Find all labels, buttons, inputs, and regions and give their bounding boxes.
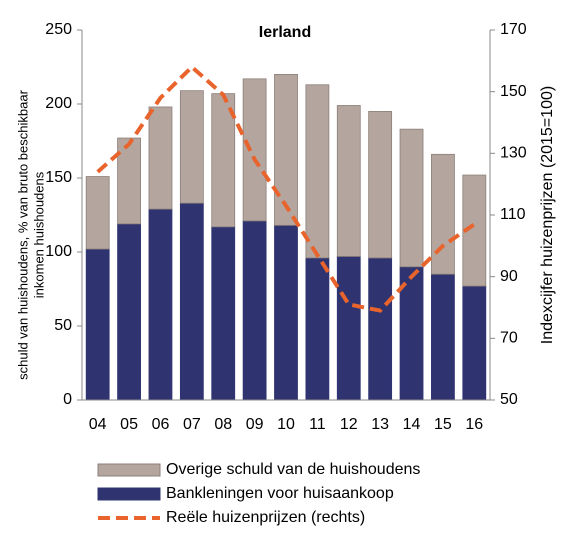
chart-title: Ierland <box>259 24 311 41</box>
bar <box>305 84 330 259</box>
bar <box>368 111 393 259</box>
bar <box>148 106 173 210</box>
bar <box>117 137 141 225</box>
y-tick-label: 250 <box>45 21 72 38</box>
y2-tick-label: 150 <box>500 83 527 100</box>
y2-axis-label: Indexcijfer huizenprijzen (2015=100) <box>539 86 556 344</box>
legend-swatch <box>97 487 161 501</box>
x-tick-label: 06 <box>152 416 170 433</box>
y2-tick-label: 110 <box>500 206 526 223</box>
bar <box>242 220 267 401</box>
y-axis-label: schuld van huishoudens, % van bruto besc… <box>15 89 30 379</box>
price-line <box>96 64 476 313</box>
y-tick-label: 100 <box>45 243 72 260</box>
bar <box>211 226 236 401</box>
x-tick-label: 12 <box>340 416 358 433</box>
bar <box>462 174 487 287</box>
y-tick-label: 0 <box>63 391 72 408</box>
bar <box>399 128 424 268</box>
bar <box>148 208 173 401</box>
y-tick-label: 200 <box>45 95 72 112</box>
bar <box>274 74 298 226</box>
y2-tick-label: 90 <box>500 268 518 285</box>
x-tick-label: 08 <box>214 416 232 433</box>
bar <box>336 256 361 401</box>
bar <box>274 224 298 401</box>
bar <box>85 176 110 250</box>
y2-tick-label: 130 <box>500 145 527 162</box>
x-tick-label: 15 <box>434 416 452 433</box>
y-tick-label: 50 <box>54 317 72 334</box>
bar <box>305 257 330 401</box>
x-tick-label: 11 <box>309 416 326 433</box>
bar <box>85 248 110 401</box>
bar <box>431 153 455 275</box>
x-tick-label: 13 <box>371 416 389 433</box>
x-tick-label: 05 <box>120 416 138 433</box>
x-tick-label: 10 <box>277 416 295 433</box>
x-tick-label: 09 <box>246 416 264 433</box>
bar <box>368 257 393 401</box>
x-tick-label: 07 <box>183 416 201 433</box>
bar <box>117 223 141 401</box>
legend-label: Overige schuld van de huishoudens <box>166 461 420 478</box>
bar <box>179 202 204 401</box>
x-tick-label: 16 <box>465 416 483 433</box>
bar <box>179 90 204 204</box>
bar <box>336 105 361 257</box>
y2-tick-label: 170 <box>500 21 527 38</box>
bar <box>242 78 267 222</box>
y-axis-label: inkomen huishoudens <box>31 171 46 298</box>
x-tick-label: 04 <box>89 416 107 433</box>
y2-tick-label: 70 <box>500 330 518 347</box>
bar <box>462 285 487 401</box>
legend-label: Reële huizenprijzen (rechts) <box>166 509 365 526</box>
x-tick-label: 14 <box>403 416 421 433</box>
legend-swatch <box>97 463 161 477</box>
legend-label: Bankleningen voor huisaankoop <box>166 485 394 502</box>
y2-tick-label: 50 <box>500 391 518 408</box>
y-tick-label: 150 <box>45 169 72 186</box>
bar <box>431 273 455 401</box>
